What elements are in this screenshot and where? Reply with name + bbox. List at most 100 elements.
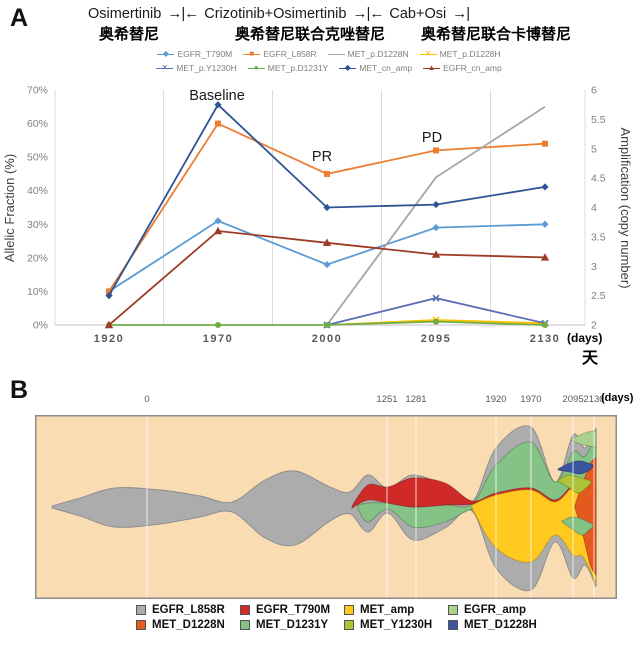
data-point-EGFR_cn_amp: [104, 320, 114, 329]
data-point-MET_p.D1231Y: [215, 322, 221, 328]
data-point-EGFR_cn_amp: [540, 253, 550, 261]
legend-swatch: [136, 619, 146, 630]
diamond-marker-icon: ◆: [339, 63, 357, 73]
legend-label: EGFR_L858R: [263, 49, 317, 59]
fishplot-day-label-2130: 2130: [583, 394, 605, 405]
annotation-PR: PR: [312, 149, 332, 165]
legend-label: EGFR_T790M: [256, 603, 331, 616]
fishplot-legend-item-MET_D1231Y: MET_D1231Y: [240, 619, 344, 631]
phase-zh-cab-osi: 奥希替尼联合卡博替尼: [421, 26, 572, 43]
data-point-MET_p.D1231Y: [542, 322, 548, 328]
x-axis-unit-label-zh: 天: [582, 350, 599, 367]
square-marker-icon: ■: [243, 49, 261, 59]
y-left-tick: 70%: [27, 85, 48, 97]
legend-label: EGFR_L858R: [152, 603, 225, 616]
phase-zh-osimertinib: 奥希替尼: [99, 26, 160, 43]
phase-zh-crizotinib-osimertinib: 奥希替尼联合克唑替尼: [235, 26, 386, 43]
phase-separator-icon: →|←: [352, 5, 384, 22]
legend-swatch: [344, 604, 354, 615]
clone-EGFR_amp: [570, 430, 597, 448]
y-left-tick: 40%: [27, 185, 48, 197]
y-right-tick: 5: [591, 143, 597, 155]
x-axis-unit-label: (days): [567, 331, 602, 345]
fishplot-legend: EGFR_L858R EGFR_T790M MET_amp EGFR_amp MET_…: [0, 602, 640, 632]
y-left-tick: 30%: [27, 219, 48, 231]
x-tick: 2000: [312, 333, 342, 345]
fishplot-border: [35, 415, 617, 599]
legend-swatch: [448, 604, 458, 615]
treatment-phase-header: Osimertinib →|← Crizotinib+Osimertinib →…: [88, 5, 608, 22]
data-point-MET_cn_amp: [323, 203, 331, 212]
phase-crizotinib-osimertinib: Crizotinib+Osimertinib: [204, 5, 347, 22]
fishplot-legend-item-MET_D1228N: MET_D1228N: [136, 619, 240, 631]
y-right-tick: 4.5: [591, 173, 606, 185]
data-point-EGFR_T790M: [214, 217, 222, 225]
legend-label: MET_p.D1228H: [439, 49, 501, 59]
legend-item-MET_p.D1228N: MET_p.D1228N: [327, 49, 409, 59]
legend-item-EGFR_T790M: ◆ EGFR_T790M: [157, 49, 232, 59]
legend-swatch: [136, 604, 146, 615]
y-right-tick: 5.5: [591, 114, 606, 126]
clone-MET_D1231Y_sliver: [561, 516, 594, 536]
clonal-evolution-fishplot: [35, 415, 617, 599]
x-tick: 1920: [94, 333, 124, 345]
annotation-Baseline: Baseline: [189, 88, 245, 104]
x-tick: 2130: [530, 333, 560, 345]
data-point-EGFR_L858R: [106, 288, 112, 295]
x-tick: 1970: [203, 333, 233, 345]
data-point-EGFR_L858R: [542, 140, 548, 147]
data-point-EGFR_L858R: [433, 147, 439, 154]
legend-swatch: [344, 619, 354, 630]
fishplot-legend-row-2: MET_D1228N MET_D1231Y MET_Y1230H MET_D1228H: [48, 617, 640, 632]
y-left-tick: 0%: [33, 320, 48, 332]
legend-swatch: [240, 604, 250, 615]
chart-legend: ◆ EGFR_T790M ■ EGFR_L858R MET_p.D1228N ✕ MET_p…: [0, 47, 640, 75]
x-marker-icon: ✕: [156, 63, 174, 73]
legend-label: EGFR_amp: [464, 603, 526, 616]
data-point-EGFR_cn_amp: [322, 238, 332, 246]
fishplot-day-label-0: 0: [144, 394, 150, 405]
phase-cab-osi: Cab+Osi: [389, 5, 447, 22]
fishplot-legend-item-MET_Y1230H: MET_Y1230H: [344, 619, 448, 631]
fishplot-legend-row-1: EGFR_L858R EGFR_T790M MET_amp EGFR_amp: [48, 602, 640, 617]
allelic-fraction-line-chart: 0% 10% 20% 30% 40% 50% 60% 70% 2 2.5 3 3.5 4 4.5 5 5.5 6…: [2, 85, 633, 368]
none-marker-icon: [327, 50, 345, 59]
y-right-axis-title: Amplification (copy number): [618, 127, 633, 288]
y-right-tick: 4: [591, 202, 597, 214]
data-point-EGFR_T790M: [323, 260, 331, 269]
legend-label: MET_p.D1228N: [347, 49, 409, 59]
y-right-tick: 2: [591, 320, 597, 332]
legend-label: MET_D1228N: [152, 618, 225, 631]
data-point-EGFR_L858R: [215, 120, 221, 127]
phase-end-separator-icon: →|: [452, 5, 470, 22]
fishplot-legend-item-EGFR_T790M: EGFR_T790M: [240, 604, 344, 616]
fishplot-legend-item-MET_amp: MET_amp: [344, 604, 448, 616]
diamond-marker-icon: ◆: [157, 49, 175, 59]
annotation-PD: PD: [422, 130, 442, 146]
y-left-axis-title: Allelic Fraction (%): [2, 154, 17, 262]
clone-EGFR_L858R: [51, 425, 597, 592]
legend-label: EGFR_T790M: [177, 49, 233, 59]
data-point-EGFR_L858R: [324, 170, 330, 177]
legend-item-MET_p.D1228H: ✕ MET_p.D1228H: [419, 49, 501, 59]
series-line-MET_p.D1228N: [326, 106, 546, 326]
data-point-MET_cn_amp: [541, 183, 549, 191]
fishplot-day-label-1920: 1920: [485, 394, 507, 405]
data-point-EGFR_T790M: [432, 224, 440, 232]
legend-item-MET_p.Y1230H: ✕ MET_p.Y1230H: [156, 63, 237, 73]
fishplot-days-unit-label: (days): [601, 392, 634, 404]
panel-a-label: A: [10, 4, 29, 32]
y-right-tick: 3.5: [591, 231, 606, 243]
y-right-tick: 2.5: [591, 290, 606, 302]
legend-swatch: [448, 619, 458, 630]
legend-item-MET_cn_amp: ◆ MET_cn_amp: [339, 63, 412, 73]
panel-b-label: B: [10, 376, 29, 404]
phase-osimertinib: Osimertinib: [88, 5, 162, 22]
y-right-tick: 3: [591, 261, 597, 273]
legend-item-MET_p.D1231Y: ● MET_p.D1231Y: [247, 63, 328, 73]
phase-separator-icon: →|←: [167, 5, 199, 22]
data-point-EGFR_cn_amp: [431, 250, 441, 258]
x-marker-icon: ✕: [419, 49, 437, 59]
fishplot-day-label-1970: 1970: [520, 394, 542, 405]
